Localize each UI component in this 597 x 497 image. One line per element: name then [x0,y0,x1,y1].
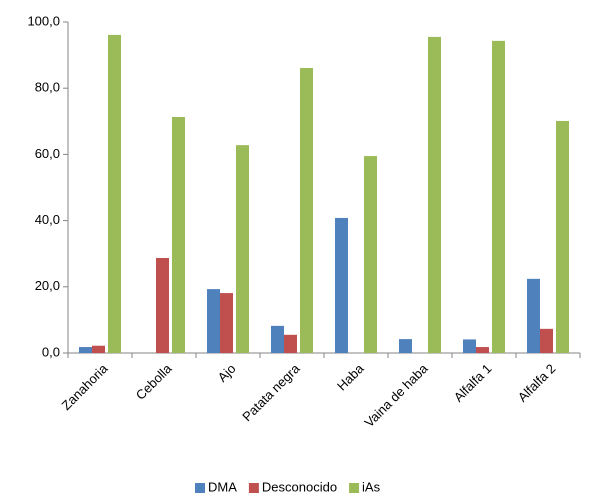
legend-swatch [195,483,205,493]
legend-label: DMA [208,479,237,494]
bar [79,347,92,353]
y-tick-label: 20,0 [35,278,60,293]
bar [492,40,505,353]
x-tick-label: Vaina de haba [361,360,431,430]
bar [300,68,313,353]
x-tick-label: Alfalfa 1 [451,361,495,405]
y-tick-label: 60,0 [35,146,60,161]
bar [92,345,105,353]
x-tick-label: Haba [334,360,367,393]
x-tick-label: Cebolla [133,360,175,402]
bar [428,36,441,354]
y-tick-label: 0,0 [42,344,60,359]
y-tick-label: 40,0 [35,212,60,227]
bar [284,334,297,353]
bar [335,217,348,353]
bar [156,258,169,353]
x-tick-label: Ajo [215,361,239,385]
bar [476,347,489,353]
bar [108,34,121,354]
y-tick-label: 100,0 [27,13,60,28]
bar [463,339,476,353]
bar [399,339,412,353]
bar [556,120,569,354]
x-tick-label: Zanahoria [59,360,112,413]
x-tick-label: Patata negra [239,360,303,424]
bar [364,156,377,353]
bar [271,325,284,353]
x-tick-label: Alfalfa 2 [515,361,559,405]
legend-swatch [349,483,360,493]
bar [527,278,540,353]
legend-label: iAs [362,479,381,494]
legend-label: Desconocido [262,479,337,494]
bar [220,293,233,353]
bar [540,328,553,353]
bar [172,116,185,353]
bar [236,145,249,353]
bar [207,289,220,353]
legend-swatch [248,483,259,493]
y-tick-label: 80,0 [35,80,60,95]
